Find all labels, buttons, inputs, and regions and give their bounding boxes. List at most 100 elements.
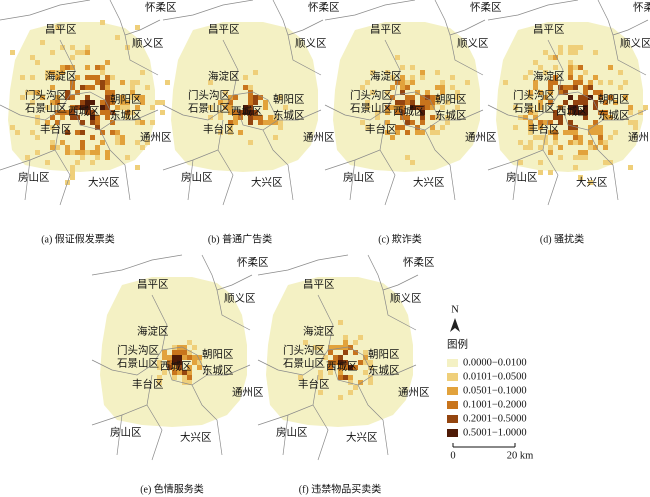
hotspot-cell [172,345,177,350]
hotspot-cell [172,375,177,380]
hotspot-cell [253,110,258,115]
district-label: 顺义区 [390,292,422,304]
hotspot-cell [75,50,80,55]
hotspot-cell [90,100,95,105]
hotspot-cell [263,105,268,110]
hotspot-cell [553,55,558,60]
district-label: 东城区 [110,108,142,121]
hotspot-cell [45,105,50,110]
hotspot-cell [410,95,415,100]
hotspot-cell [298,375,303,380]
hotspot-cell [150,105,155,110]
hotspot-cell [100,110,105,115]
hotspot-cell [583,150,588,155]
hotspot-cell [405,85,410,90]
hotspot-cell [400,100,405,105]
hotspot-cell [120,105,125,110]
hotspot-cell [608,95,613,100]
hotspot-cell [65,145,70,150]
hotspot-cell [60,65,65,70]
hotspot-cell [197,365,202,370]
hotspot-cell [40,40,45,45]
hotspot-cell [110,90,115,95]
hotspot-cell [358,360,363,365]
hotspot-cell [228,130,233,135]
hotspot-cell [385,105,390,110]
scale-start: 0 [450,450,455,461]
hotspot-cell [435,115,440,120]
hotspot-cell [110,120,115,125]
hotspot-cell [548,55,553,60]
hotspot-cell [157,375,162,380]
hotspot-cell [415,90,420,95]
district-label: 海淀区 [208,69,240,82]
hotspot-cell [273,135,278,140]
hotspot-cell [385,120,390,125]
district-label: 顺义区 [295,37,327,49]
hotspot-cell [390,95,395,100]
hotspot-cell [95,145,100,150]
hotspot-cell [455,90,460,95]
district-label: 朝阳区 [110,93,142,105]
hotspot-cell [80,120,85,125]
hotspot-cell [30,55,35,60]
district-label: 丰台区 [40,122,72,135]
hotspot-cell [338,370,343,375]
hotspot-cell [578,75,583,80]
hotspot-cell [105,90,110,95]
hotspot-cell [420,95,425,100]
hotspot-cell [528,125,533,130]
hotspot-cell [162,370,167,375]
district-label: 怀柔区 [403,256,435,268]
hotspot-cell [45,70,50,75]
hotspot-cell [223,105,228,110]
hotspot-cell [55,25,60,30]
hotspot-cell [513,105,518,110]
hotspot-cell [395,130,400,135]
hotspot-cell [263,100,268,105]
hotspot-cell [135,105,140,110]
hotspot-cell [593,130,598,135]
hotspot-cell [162,355,167,360]
hotspot-cell [343,365,348,370]
hotspot-cell [85,85,90,90]
hotspot-cell [238,130,243,135]
hotspot-cell [172,355,177,360]
hotspot-cell [318,390,323,395]
hotspot-cell [568,140,573,145]
hotspot-cell [80,100,85,105]
district-label: 门头沟区 [283,343,325,356]
district-label: 西城区 [556,105,588,117]
hotspot-cell [533,135,538,140]
hotspot-cell [248,95,253,100]
district-label: 怀柔区 [470,1,502,13]
legend-swatch [447,429,458,437]
hotspot-cell [363,350,368,355]
hotspot-cell [50,145,55,150]
hotspot-cell [115,105,120,110]
district-label: 大兴区 [346,430,378,443]
hotspot-cell [208,105,213,110]
hotspot-cell [90,115,95,120]
hotspot-cell [543,120,548,125]
hotspot-cell [120,80,125,85]
hotspot-cell [105,75,110,80]
hotspot-cell [583,90,588,95]
hotspot-cell [95,150,100,155]
hotspot-cell [430,130,435,135]
hotspot-cell [395,100,400,105]
hotspot-cell [75,105,80,110]
hotspot-cell [533,115,538,120]
hotspot-cell [85,105,90,110]
hotspot-cell [85,65,90,70]
hotspot-cell [65,65,70,70]
hotspot-cell [445,100,450,105]
district-label: 顺义区 [620,37,650,49]
hotspot-cell [182,345,187,350]
hotspot-cell [558,115,563,120]
hotspot-cell [578,100,583,105]
hotspot-cell [130,95,135,100]
hotspot-cell [348,345,353,350]
hotspot-cell [40,95,45,100]
district-label: 大兴区 [413,175,445,188]
